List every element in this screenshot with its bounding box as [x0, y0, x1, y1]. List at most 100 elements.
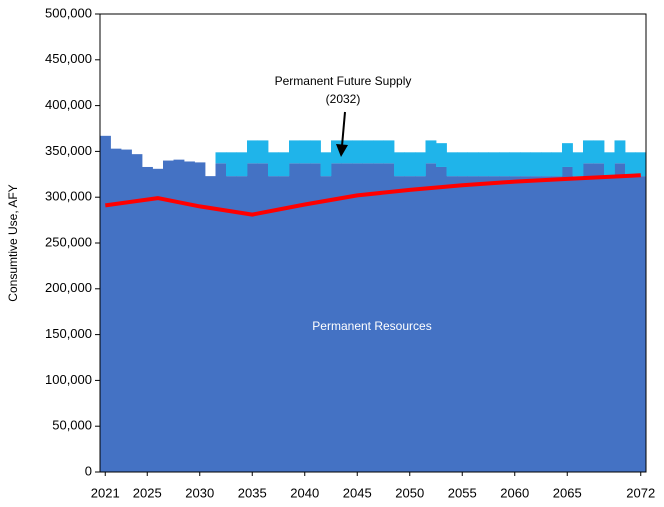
bar-segment: [467, 176, 479, 472]
bar-segment: [331, 140, 342, 164]
bar-segment: [467, 152, 479, 177]
bar-segment: [394, 152, 405, 177]
arrow-head: [336, 144, 348, 157]
bar-segment: [268, 152, 279, 177]
x-tick-label: 2060: [500, 485, 529, 500]
y-tick-label: 500,000: [45, 5, 92, 20]
bar-segment: [121, 149, 132, 472]
bar-segment: [320, 176, 332, 472]
bar-segment: [184, 161, 195, 472]
bar-segment: [520, 152, 531, 177]
y-tick-label: 200,000: [45, 280, 92, 295]
bar-segment: [499, 152, 510, 177]
bar-segment: [257, 140, 269, 164]
bar-segment: [614, 163, 626, 473]
y-tick-label: 0: [85, 463, 92, 478]
bar-segment: [373, 163, 384, 473]
x-tick-label: 2040: [290, 485, 319, 500]
plot: [100, 135, 647, 473]
bar-segment: [520, 176, 531, 472]
bar-segment: [614, 140, 626, 164]
bar-segment: [278, 152, 290, 177]
bar-segment: [383, 163, 395, 473]
bar-segment: [394, 176, 405, 472]
bar-segment: [215, 163, 227, 473]
bar-segment: [541, 176, 552, 472]
bar-segment: [194, 162, 206, 472]
bar-segment: [142, 166, 153, 473]
bar-segment: [331, 163, 342, 473]
bar-segment: [425, 140, 437, 164]
bar-segment: [562, 166, 573, 473]
bar-segment: [373, 140, 384, 164]
bar-segment: [541, 152, 552, 177]
bar-segment: [572, 176, 584, 472]
bar-segment: [352, 140, 363, 164]
bar-segment: [457, 176, 468, 472]
x-tick-label: 2030: [185, 485, 214, 500]
demand-line: [105, 173, 641, 217]
bar-segment: [593, 163, 605, 473]
bar-segment: [446, 176, 458, 472]
bar-segment: [299, 140, 311, 164]
bar-segment: [415, 176, 426, 472]
bar-segment: [562, 143, 573, 167]
y-tick-label: 250,000: [45, 234, 92, 249]
annotation-arrow: [341, 111, 346, 147]
y-tick-label: 300,000: [45, 189, 92, 204]
bar-segment: [625, 152, 636, 177]
bar-segment: [457, 152, 468, 177]
bar-segment: [278, 176, 290, 472]
bar-segment: [236, 176, 248, 472]
bar-segment: [436, 166, 447, 473]
bar-segment: [551, 152, 563, 177]
bar-segment: [100, 135, 111, 472]
x-tick-label: 2021: [91, 485, 120, 500]
bar-segment: [383, 140, 395, 164]
bar-segment: [604, 152, 615, 177]
bar-segment: [173, 159, 185, 473]
bar-segment: [604, 176, 615, 472]
bar-segment: [289, 163, 300, 473]
bar-segment: [446, 152, 458, 177]
bar-segment: [415, 152, 426, 177]
bar-segment: [310, 140, 321, 164]
bar-segment: [110, 148, 122, 473]
annotation: Permanent Resources: [312, 319, 431, 333]
x-tick-label: 2045: [343, 485, 372, 500]
bar-segment: [404, 152, 416, 177]
bar-segment: [131, 154, 143, 472]
bar-segment: [404, 176, 416, 472]
bar-segment: [583, 163, 594, 473]
bar-segment: [572, 152, 584, 177]
bar-segment: [247, 140, 258, 164]
annotation: Permanent Future Supply: [275, 74, 412, 88]
y-tick-label: 350,000: [45, 143, 92, 158]
bar-segment: [362, 163, 374, 473]
y-axis-label: Consumtive Use, AFY: [6, 184, 20, 301]
bar-segment: [478, 152, 489, 177]
bar-segment: [299, 163, 311, 473]
bar-segment: [499, 176, 510, 472]
bar-segment: [268, 176, 279, 472]
bar-segment: [289, 140, 300, 164]
bar-segment: [341, 163, 353, 473]
bar-segment: [530, 152, 542, 177]
bar-segment: [593, 140, 605, 164]
bar-segment: [205, 176, 216, 472]
bar-segment: [362, 140, 374, 164]
x-tick-label: 2065: [553, 485, 582, 500]
x-tick-label: 2072: [626, 485, 655, 500]
bar-segment: [583, 140, 594, 164]
bar-segment: [635, 176, 647, 472]
bar-segment: [530, 176, 542, 472]
bar-segment: [352, 163, 363, 473]
bar-segment: [425, 163, 437, 473]
bar-segment: [488, 152, 500, 177]
bar-segment: [320, 152, 332, 177]
bar-segment: [509, 176, 521, 472]
x-tick-label: 2035: [238, 485, 267, 500]
bar-segment: [163, 160, 174, 472]
y-tick-label: 150,000: [45, 326, 92, 341]
